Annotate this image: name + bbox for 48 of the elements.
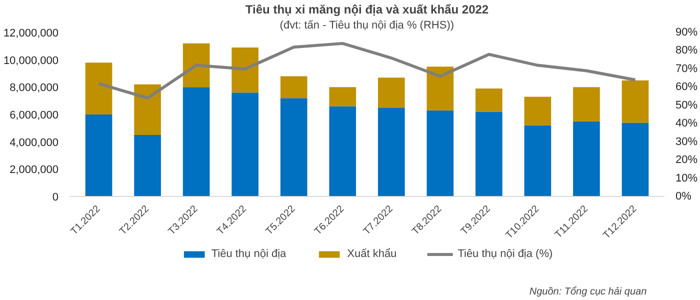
line-series — [97, 42, 637, 100]
y2-tick-label: 90% — [676, 26, 698, 38]
bar — [329, 106, 356, 196]
bar — [232, 92, 258, 196]
bar — [182, 43, 210, 88]
bar — [426, 110, 454, 196]
bar — [85, 62, 112, 114]
y-tick-label: 6,000,000 — [10, 110, 58, 122]
bar — [476, 88, 502, 112]
y2-tick-label: 30% — [676, 136, 698, 148]
y-tick-label: 2,000,000 — [10, 164, 58, 176]
bar — [622, 122, 649, 196]
y2-tick-label: 60% — [676, 81, 698, 94]
bar — [426, 66, 454, 110]
chart-subtitle: (đvt: tấn - Tiêu thụ nội địa % (RHS)) — [280, 20, 454, 32]
bar — [524, 125, 552, 196]
bar — [622, 80, 649, 123]
y-tick-label: 8,000,000 — [10, 82, 58, 94]
bar — [280, 76, 308, 98]
y-tick-label: 4,000,000 — [10, 136, 58, 149]
legend-label: Tiêu thụ nội địa (%) — [458, 248, 553, 260]
y2-tick-label: 0% — [676, 190, 692, 202]
y2-tick-label: 70% — [676, 62, 698, 75]
chart-title: Tiêu thụ xi măng nội địa và xuất khẩu 2022 — [245, 2, 489, 16]
bar — [378, 78, 405, 108]
bar — [573, 87, 600, 122]
bar — [232, 48, 258, 93]
y2-tick-label: 50% — [676, 99, 698, 112]
y2-tick-label: 80% — [676, 44, 698, 57]
y2-tick-label: 10% — [676, 172, 698, 184]
bar — [85, 114, 112, 196]
bar — [476, 112, 502, 196]
y2-tick-label: 20% — [676, 154, 698, 166]
y2-tick-label: 40% — [676, 118, 698, 130]
bar — [134, 135, 161, 196]
text: Nguồn: Tổng cục hải quan — [529, 286, 648, 298]
bar — [573, 121, 600, 196]
legend-label: Tiêu thụ nội địa — [211, 248, 286, 260]
bar — [280, 98, 308, 196]
y-tick-label: 12,000,000 — [3, 28, 59, 40]
bar — [378, 108, 405, 196]
bar — [329, 87, 356, 106]
bar — [524, 96, 552, 126]
bar — [134, 84, 161, 135]
legend-label: Xuất khẩu — [347, 248, 397, 260]
y-tick-label: 10,000,000 — [3, 54, 59, 67]
bar — [182, 87, 210, 196]
y-tick-label: 0 — [52, 192, 59, 204]
